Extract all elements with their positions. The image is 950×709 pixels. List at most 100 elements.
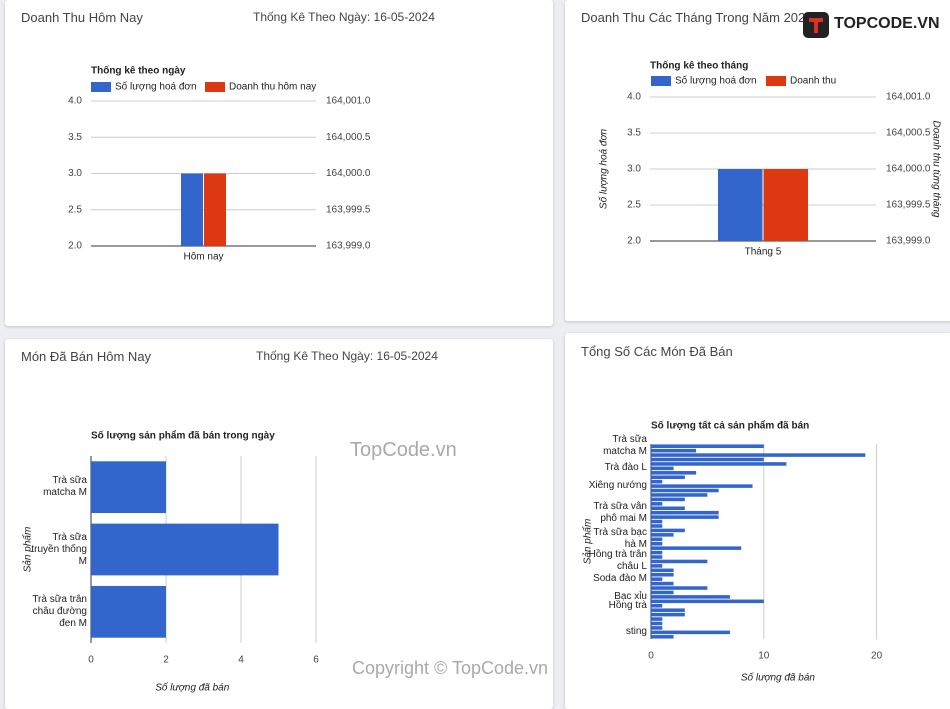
y2-axis-label: Doanh thu từng tháng — [930, 121, 941, 218]
bar — [651, 564, 663, 568]
y-tick-label: Trà sữa matcha M — [43, 475, 87, 499]
y-tick-label: 3.5 — [68, 132, 82, 143]
watermark: TopCode.vn — [350, 439, 457, 461]
bar — [204, 173, 226, 246]
y-tick-label: 2.0 — [68, 241, 82, 252]
y-tick-label: sting — [625, 626, 647, 638]
bar — [651, 537, 663, 542]
bar — [651, 506, 685, 511]
card-title: Tổng Số Các Món Đã Bán — [581, 344, 733, 359]
card — [565, 333, 950, 709]
legend-swatch — [651, 76, 671, 86]
bar — [651, 568, 674, 573]
bar — [651, 524, 663, 528]
y-tick-label: Xiêng nướng — [588, 480, 647, 492]
y-axis-label: Sản phẩm — [582, 519, 594, 565]
x-tick-label: 0 — [648, 651, 654, 662]
bar — [651, 510, 719, 515]
y-tick-label: Trà sữa truyền thống M — [31, 531, 87, 567]
bar — [181, 173, 203, 246]
chart-title: Thống kê theo ngày — [91, 65, 186, 77]
x-tick-label: 10 — [758, 651, 770, 662]
bar — [651, 528, 685, 533]
bar — [651, 479, 663, 484]
bar — [651, 581, 674, 586]
card-subtitle: Thống Kê Theo Ngày: 16-05-2024 — [256, 349, 438, 363]
y-tick-label: Trà sữa matcha M — [603, 434, 647, 458]
bar — [651, 471, 697, 475]
y-tick-label: Trà đào L — [604, 462, 647, 474]
bar — [651, 475, 685, 480]
bar — [651, 462, 787, 466]
legend-label: Số lượng hoá đơn — [115, 81, 197, 93]
bar — [651, 533, 674, 537]
card — [565, 0, 950, 321]
bar — [763, 169, 808, 241]
card-title: Doanh Thu Các Tháng Trong Năm 2024 — [581, 10, 813, 25]
y-tick-label: Trà sữa trân châu đường đen M — [32, 593, 87, 629]
y2-tick-label: 164,000.5 — [326, 132, 371, 143]
x-axis-label: Số lượng đã bán — [741, 672, 816, 684]
logo-text: TOPCODE.VN — [834, 15, 940, 32]
bar — [651, 608, 685, 612]
bar — [91, 461, 166, 514]
y-tick-label: 3.5 — [627, 128, 641, 139]
bar — [651, 603, 663, 608]
legend-label: Doanh thu hôm nay — [229, 82, 316, 93]
y-tick-label: 2.0 — [627, 236, 641, 247]
bar — [651, 497, 685, 502]
bar — [651, 595, 730, 599]
chart-title: Số lượng tất cả sản phẩm đã bán — [651, 420, 809, 432]
bar — [651, 572, 674, 577]
bar — [651, 626, 663, 630]
bar — [651, 488, 719, 493]
bar — [718, 169, 763, 241]
bar — [651, 550, 663, 555]
y-tick-label: Bạc xỉu — [614, 590, 647, 602]
x-axis-label: Số lượng đã bán — [155, 682, 230, 694]
bar — [651, 448, 697, 453]
y2-tick-label: 164,001.0 — [886, 92, 931, 103]
card-title: Doanh Thu Hôm Nay — [21, 10, 143, 25]
card-subtitle: Thống Kê Theo Ngày: 16-05-2024 — [253, 10, 435, 24]
x-tick-label: 4 — [238, 655, 244, 666]
y-tick-label: Soda đào M — [593, 573, 647, 585]
legend-label: Doanh thu — [790, 76, 836, 87]
bar — [651, 484, 753, 488]
bar — [651, 541, 663, 546]
bar — [651, 444, 764, 448]
y2-tick-label: 163,999.0 — [886, 236, 931, 247]
bar — [651, 635, 674, 639]
legend-swatch — [91, 82, 111, 92]
bar — [651, 555, 663, 559]
y2-tick-label: 163,999.0 — [326, 241, 371, 252]
bar — [651, 457, 764, 462]
bar — [651, 621, 663, 626]
bar — [91, 585, 166, 638]
bar — [651, 453, 866, 457]
bar — [651, 559, 708, 564]
x-tick-label: 6 — [313, 655, 319, 666]
y2-tick-label: 163,999.5 — [886, 200, 931, 211]
x-tick-label: Hôm nay — [183, 252, 223, 263]
legend-swatch — [205, 82, 225, 92]
bar — [651, 466, 674, 471]
bar — [651, 519, 663, 524]
x-tick-label: Tháng 5 — [745, 247, 782, 258]
bar — [91, 523, 279, 576]
watermark: Copyright © TopCode.vn — [352, 658, 549, 678]
y-tick-label: 2.5 — [627, 200, 641, 211]
chart-title: Số lượng sản phẩm đã bán trong ngày — [91, 430, 275, 442]
y-axis-label: Số lượng hoá đơn — [598, 128, 610, 209]
x-tick-label: 0 — [88, 655, 94, 666]
y2-tick-label: 164,001.0 — [326, 96, 371, 107]
y2-tick-label: 164,000.0 — [326, 168, 371, 179]
bar — [651, 546, 742, 550]
card-title: Món Đã Bán Hôm Nay — [21, 349, 152, 364]
x-tick-label: 2 — [163, 655, 169, 666]
bar — [651, 577, 663, 581]
y2-tick-label: 164,000.0 — [886, 164, 931, 175]
bar — [651, 630, 730, 635]
y-tick-label: 4.0 — [68, 96, 82, 107]
